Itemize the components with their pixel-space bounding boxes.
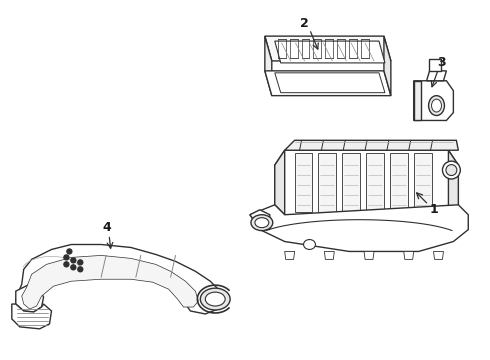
Polygon shape [265, 36, 272, 96]
Polygon shape [364, 251, 374, 260]
Polygon shape [390, 153, 408, 212]
Circle shape [71, 265, 76, 270]
Polygon shape [342, 153, 360, 212]
Polygon shape [429, 59, 441, 71]
Polygon shape [265, 71, 391, 96]
Polygon shape [448, 150, 458, 215]
Polygon shape [324, 251, 334, 260]
Polygon shape [414, 153, 432, 212]
Polygon shape [275, 73, 385, 93]
Polygon shape [434, 251, 443, 260]
Ellipse shape [442, 161, 460, 179]
Polygon shape [414, 81, 420, 121]
Text: 3: 3 [437, 57, 446, 69]
Ellipse shape [446, 165, 457, 176]
Polygon shape [318, 153, 336, 212]
Polygon shape [250, 205, 468, 251]
Ellipse shape [205, 292, 225, 306]
Text: 1: 1 [429, 203, 438, 216]
Text: 2: 2 [300, 17, 309, 30]
Circle shape [78, 267, 83, 272]
Polygon shape [16, 244, 222, 314]
Polygon shape [294, 153, 313, 212]
Ellipse shape [303, 239, 316, 249]
Ellipse shape [429, 96, 444, 116]
Circle shape [78, 260, 83, 265]
Circle shape [64, 255, 69, 260]
Polygon shape [384, 36, 391, 96]
Ellipse shape [432, 99, 441, 112]
Polygon shape [404, 251, 414, 260]
Ellipse shape [251, 215, 273, 231]
Polygon shape [414, 81, 453, 121]
Polygon shape [22, 255, 198, 309]
Ellipse shape [255, 218, 269, 228]
Polygon shape [275, 41, 385, 63]
Polygon shape [427, 71, 446, 81]
Polygon shape [16, 284, 44, 312]
Circle shape [64, 262, 69, 267]
Polygon shape [275, 150, 458, 215]
Polygon shape [12, 304, 51, 329]
Text: 4: 4 [103, 221, 111, 234]
Circle shape [67, 249, 72, 254]
Polygon shape [285, 140, 458, 150]
Polygon shape [285, 251, 294, 260]
Polygon shape [275, 150, 285, 215]
Polygon shape [265, 36, 391, 61]
Circle shape [71, 258, 76, 263]
Ellipse shape [200, 288, 230, 310]
Polygon shape [366, 153, 384, 212]
Polygon shape [250, 210, 270, 230]
